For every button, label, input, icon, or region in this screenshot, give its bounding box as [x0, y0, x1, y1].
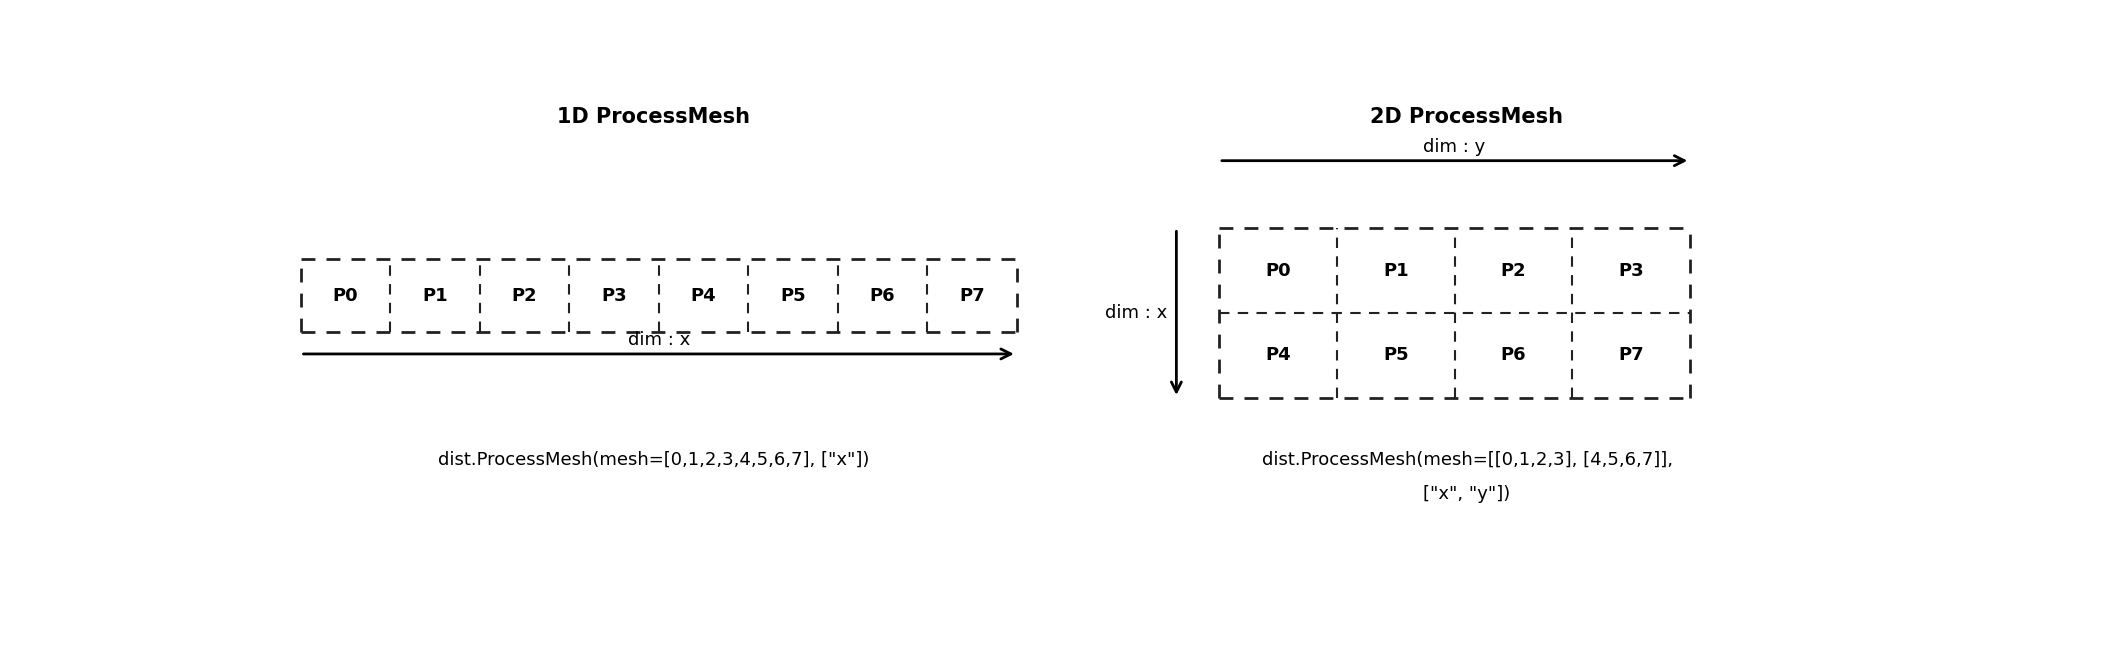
Text: P6: P6 [870, 287, 895, 305]
Text: P5: P5 [1382, 346, 1410, 364]
Text: P2: P2 [512, 287, 538, 305]
Text: P7: P7 [959, 287, 984, 305]
Text: P1: P1 [1382, 262, 1410, 280]
Text: 2D ProcessMesh: 2D ProcessMesh [1371, 107, 1563, 127]
Text: P7: P7 [1618, 346, 1643, 364]
Text: P1: P1 [423, 287, 449, 305]
Text: P2: P2 [1501, 262, 1526, 280]
Text: dist.ProcessMesh(mesh=[[0,1,2,3], [4,5,6,7]],: dist.ProcessMesh(mesh=[[0,1,2,3], [4,5,6… [1261, 450, 1673, 468]
Text: 1D ProcessMesh: 1D ProcessMesh [557, 107, 750, 127]
Text: P4: P4 [1265, 346, 1290, 364]
Text: P0: P0 [332, 287, 357, 305]
Text: ["x", "y"]): ["x", "y"]) [1424, 485, 1512, 503]
Text: dim : x: dim : x [627, 331, 689, 349]
Text: P3: P3 [1618, 262, 1643, 280]
Text: dist.ProcessMesh(mesh=[0,1,2,3,4,5,6,7], ["x"]): dist.ProcessMesh(mesh=[0,1,2,3,4,5,6,7],… [438, 450, 870, 468]
Text: dim : y: dim : y [1424, 138, 1486, 156]
Text: P0: P0 [1265, 262, 1290, 280]
Text: P5: P5 [780, 287, 806, 305]
Text: P4: P4 [691, 287, 716, 305]
Text: P6: P6 [1501, 346, 1526, 364]
Text: P3: P3 [602, 287, 627, 305]
Text: dim : x: dim : x [1106, 304, 1167, 322]
